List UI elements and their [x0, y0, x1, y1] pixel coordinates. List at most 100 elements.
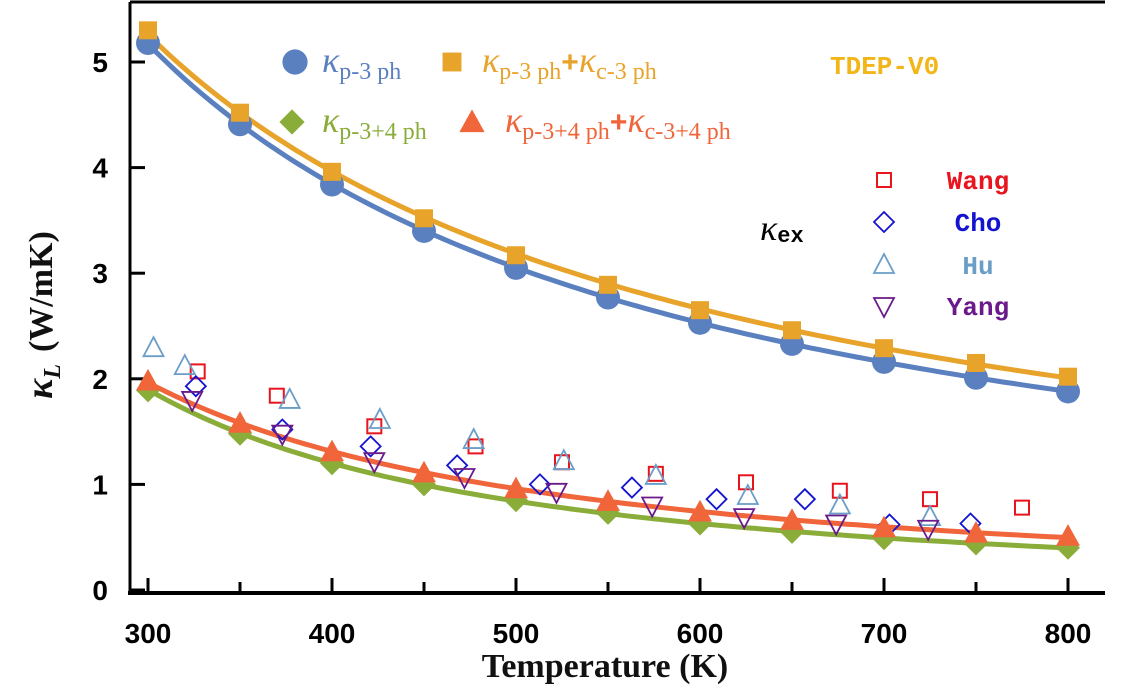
legend-label: κp-3 ph+κc-3 ph — [482, 40, 657, 85]
open-down-triangle-marker — [640, 496, 664, 519]
triangle-marker — [504, 476, 528, 499]
legend-symbol: κ — [627, 100, 645, 140]
x-tick-label: 500 — [493, 618, 540, 649]
y-label-sub: L — [40, 364, 66, 380]
open-diamond-marker — [793, 487, 817, 511]
triangle-marker — [459, 109, 485, 133]
y-label-symbol: κ — [19, 378, 61, 399]
legend-subscript: c-3+4 ph — [645, 119, 731, 145]
legend-symbol: + — [561, 46, 579, 79]
open-triangle-marker — [552, 448, 576, 471]
legend-subscript: p-3+4 ph — [339, 119, 427, 145]
open-down-triangle-marker — [180, 391, 204, 413]
x-tick-label: 300 — [125, 618, 172, 649]
data-points — [136, 21, 1080, 560]
open-down-triangle-marker — [270, 424, 294, 447]
legend-label: Cho — [955, 209, 1002, 239]
y-tick-label: 1 — [92, 469, 108, 500]
open-triangle-marker — [644, 463, 668, 485]
open-triangle-marker — [918, 504, 942, 527]
open-triangle-marker — [278, 386, 302, 409]
legend-symbol: κ — [322, 40, 340, 80]
square-marker — [967, 353, 985, 372]
plot-frame — [128, 0, 1105, 595]
x-tick-label: 400 — [309, 618, 356, 649]
square-marker — [231, 103, 249, 122]
svg-text:κL(W/mK): κL (W/mK) — [19, 231, 66, 399]
square-marker — [415, 209, 433, 228]
open-diamond-marker — [872, 210, 896, 234]
legend-symbol: κ — [482, 40, 500, 80]
square-marker — [323, 162, 341, 181]
legend-symbol: κ — [322, 100, 340, 140]
legend-label: κp-3 ph — [322, 40, 401, 85]
open-square-marker — [268, 387, 285, 404]
diamond-marker — [279, 109, 305, 135]
open-diamond-marker — [359, 435, 382, 458]
legend-subscript: p-3 ph — [339, 59, 401, 85]
legend-symbol: κ — [505, 100, 523, 140]
square-marker — [507, 246, 525, 265]
y-tick-label: 2 — [92, 364, 108, 395]
triangle-marker — [872, 515, 896, 538]
open-diamond-marker — [184, 374, 208, 398]
x-axis-label: Temperature (K) — [482, 648, 728, 685]
square-marker — [691, 301, 709, 320]
x-tick-label: 800 — [1045, 618, 1092, 649]
open-down-triangle-marker — [452, 468, 476, 490]
y-tick-label: 4 — [92, 153, 108, 184]
open-down-triangle-marker — [824, 514, 848, 537]
square-marker — [139, 21, 157, 40]
square-marker — [1059, 367, 1077, 386]
triangle-marker — [780, 508, 804, 530]
triangle-marker — [596, 489, 620, 511]
square-marker — [599, 275, 617, 294]
y-tick-label: 0 — [92, 575, 108, 606]
open-diamond-marker — [620, 476, 644, 499]
open-triangle-marker — [142, 335, 166, 358]
open-diamond-marker — [705, 487, 728, 511]
triangle-marker — [320, 439, 344, 462]
open-diamond-marker — [528, 473, 552, 496]
exp-group-label: κex — [760, 208, 804, 249]
legend-subscript: p-3+4 ph — [522, 119, 610, 145]
legend-subscript: p-3 ph — [499, 59, 561, 85]
x-tick-label: 600 — [677, 618, 724, 649]
open-square-marker — [1014, 499, 1030, 516]
legend-label: Wang — [947, 167, 1009, 197]
open-triangle-marker — [828, 492, 852, 515]
legend-subscript: c-3 ph — [596, 59, 657, 85]
open-down-triangle-marker — [544, 482, 568, 505]
open-triangle-marker — [462, 427, 486, 449]
legend-label: κp-3+4 ph+κc-3+4 ph — [505, 100, 731, 145]
x-tick-label: 700 — [861, 618, 908, 649]
open-triangle-marker — [368, 407, 392, 429]
triangle-marker — [1056, 524, 1080, 546]
open-triangle-marker — [872, 252, 896, 274]
y-tick-label: 3 — [92, 258, 108, 289]
legend-symbol: + — [610, 106, 628, 139]
triangle-marker — [136, 368, 160, 391]
y-tick-label: 5 — [92, 47, 108, 78]
legend-label: Yang — [947, 293, 1009, 323]
open-square-marker — [876, 172, 892, 188]
ticks: 300 400 500 600 700 800 0 1 2 3 4 5 — [92, 47, 1091, 649]
triangle-marker — [964, 520, 988, 543]
square-marker — [442, 52, 462, 72]
chart-title: TDEP-V0 — [830, 52, 939, 82]
exp-label-symbol: κ — [760, 208, 778, 248]
open-down-triangle-marker — [872, 297, 896, 319]
square-marker — [783, 321, 801, 340]
exp-label-sub: ex — [777, 224, 803, 249]
triangle-marker — [688, 499, 712, 522]
open-down-triangle-marker — [362, 452, 386, 475]
open-triangle-marker — [736, 483, 760, 505]
legend-label: κp-3+4 ph — [322, 100, 427, 145]
y-label-unit: (W/mK) — [23, 231, 60, 352]
y-axis-label: κL (W/mK) — [19, 231, 66, 399]
square-marker — [875, 339, 893, 358]
open-down-triangle-marker — [732, 508, 756, 531]
